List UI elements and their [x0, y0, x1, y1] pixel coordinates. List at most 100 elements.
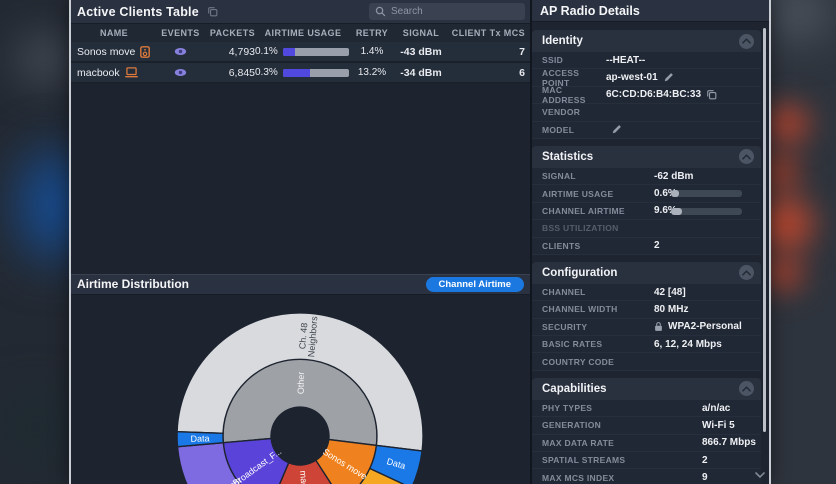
airtime-usage-value: 0.1%: [255, 46, 278, 57]
detail-label: GENERATION: [542, 420, 602, 431]
detail-row: SSID --HEAT--: [532, 52, 761, 70]
sunburst-label: Data: [190, 433, 209, 443]
column-header-events[interactable]: EVENTS: [161, 28, 200, 38]
detail-value-wrap: --HEAT--: [606, 55, 645, 66]
section-title: Statistics: [542, 150, 594, 163]
speaker-icon: [140, 45, 151, 58]
eye-icon[interactable]: [174, 47, 187, 56]
airtime-usage-value: 0.3%: [255, 67, 278, 78]
detail-value-wrap: 80 MHz: [654, 304, 688, 315]
detail-label: CHANNEL WIDTH: [542, 304, 618, 315]
detail-label: CLIENTS: [542, 240, 581, 251]
column-header-name[interactable]: NAME: [99, 28, 129, 38]
detail-value: WPA2-Personal: [668, 321, 742, 333]
sunburst-segment-outer-data[interactable]: [176, 430, 225, 447]
detail-value: Wi-Fi 5: [702, 419, 735, 431]
search-input[interactable]: [391, 6, 519, 17]
sunburst-segment-inner-macbook[interactable]: [270, 458, 342, 484]
app-window: Active Clients Table NAME EVENTS PACKETS…: [69, 0, 771, 484]
detail-label: BASIC RATES: [542, 339, 603, 350]
detail-value: 6C:CD:D6:B4:BC:33: [606, 89, 702, 101]
detail-value-wrap: a/n/ac: [702, 403, 730, 414]
detail-value-wrap: 0.6%: [654, 188, 677, 199]
section-statistics: Statistics SIGNAL -62 dBm AIRTIME USAGE 0.6%…: [532, 145, 761, 255]
lock-icon: [654, 321, 663, 332]
detail-label: PHY TYPES: [542, 403, 593, 414]
column-header-airtime-usage[interactable]: AIRTIME USAGE: [264, 28, 342, 38]
pencil-icon[interactable]: [611, 124, 622, 135]
background-blur-blob: [6, 392, 64, 462]
detail-row: ACCESS POINT ap-west-01: [532, 67, 761, 88]
column-header-packets[interactable]: PACKETS: [209, 28, 255, 38]
search-box[interactable]: [369, 3, 525, 20]
airtime-usage-bar-fill: [283, 68, 311, 77]
channel-airtime-button[interactable]: Channel Airtime: [425, 276, 524, 292]
ap-radio-details-title: AP Radio Details: [540, 3, 640, 18]
detail-label: SSID: [542, 55, 564, 66]
pencil-icon[interactable]: [663, 72, 674, 83]
column-header-retry[interactable]: RETRY: [355, 28, 389, 38]
section-title: Capabilities: [542, 382, 607, 395]
detail-value: 9: [702, 472, 708, 484]
detail-value-wrap: Wi-Fi 5: [702, 420, 735, 431]
section-header-capabilities[interactable]: Capabilities: [532, 377, 761, 400]
detail-value-wrap: 2: [702, 455, 708, 466]
detail-row: CLIENTS 2: [532, 237, 761, 255]
detail-label: AIRTIME USAGE: [542, 188, 614, 199]
copy-icon[interactable]: [207, 6, 218, 17]
detail-row: SIGNAL -62 dBm: [532, 167, 761, 186]
section-header-configuration[interactable]: Configuration: [532, 261, 761, 284]
table-row[interactable]: macbook 6,845 0.3% 13.2% -34 dBm 6: [71, 63, 530, 84]
eye-icon[interactable]: [174, 68, 187, 77]
scroll-down-icon[interactable]: [755, 465, 765, 483]
detail-value-wrap: [606, 124, 622, 135]
details-sections: Identity SSID --HEAT-- ACCESS POINT ap-west-…: [532, 22, 769, 484]
detail-label: MAX DATA RATE: [542, 437, 615, 448]
table-empty-area: [71, 84, 530, 274]
column-header-client-tx-mcs[interactable]: CLIENT Tx MCS: [451, 28, 525, 38]
detail-value-wrap: 2: [654, 240, 660, 251]
section-header-statistics[interactable]: Statistics: [532, 145, 761, 168]
chevron-up-icon[interactable]: [739, 265, 754, 281]
detail-row: PHY TYPES a/n/ac: [532, 399, 761, 418]
section-header-identity[interactable]: Identity: [532, 30, 761, 52]
detail-label: MODEL: [542, 124, 575, 135]
column-header-signal[interactable]: SIGNAL: [402, 28, 440, 38]
detail-value: 42 [48]: [654, 286, 686, 298]
detail-value: -62 dBm: [654, 170, 694, 182]
events-cell: [153, 47, 208, 56]
detail-row: MAC ADDRESS 6C:CD:D6:B4:BC:33: [532, 85, 761, 105]
airtime-distribution-header: Airtime Distribution Channel Airtime: [71, 273, 530, 295]
packets-value: 6,845: [228, 66, 255, 79]
search-icon: [375, 6, 386, 17]
detail-label: MAX MCS INDEX: [542, 472, 615, 483]
laptop-icon: [124, 67, 138, 78]
section-title: Configuration: [542, 266, 618, 279]
copy-icon[interactable]: [706, 89, 717, 100]
airtime-distribution-title: Airtime Distribution: [77, 277, 190, 291]
chevron-up-icon[interactable]: [739, 381, 754, 397]
table-row[interactable]: Sonos move 4,793 0.1% 1.4% -43 dBm 7: [71, 42, 530, 63]
detail-row: BSS UTILIZATION: [532, 220, 761, 238]
detail-label: CHANNEL: [542, 287, 586, 298]
detail-row: AIRTIME USAGE 0.6%: [532, 185, 761, 203]
detail-row: COUNTRY CODE: [532, 353, 761, 371]
detail-label: COUNTRY CODE: [542, 356, 615, 367]
sunburst-segment-outer-control[interactable]: [342, 467, 412, 484]
detail-value-wrap: 9: [702, 472, 708, 483]
background-blur-blob: [764, 104, 810, 144]
stat-bar-fill: [671, 190, 679, 198]
sunburst-segment-outer-ch-48-neighbors[interactable]: [176, 311, 424, 452]
detail-row: GENERATION Wi-Fi 5: [532, 417, 761, 435]
chevron-up-icon[interactable]: [739, 33, 754, 49]
detail-value: 2: [654, 240, 660, 252]
scrollbar-thumb[interactable]: [763, 28, 766, 432]
detail-value-wrap: 6C:CD:D6:B4:BC:33: [606, 89, 717, 100]
detail-value-wrap: -62 dBm: [654, 171, 693, 182]
detail-value: 9.6%: [654, 205, 677, 217]
chevron-up-icon[interactable]: [739, 149, 754, 165]
detail-value-wrap: 6, 12, 24 Mbps: [654, 339, 722, 350]
airtime-usage-bar-fill: [283, 47, 295, 56]
detail-value-wrap: ap-west-01: [606, 72, 674, 83]
detail-label: ACCESS POINT: [542, 67, 580, 88]
